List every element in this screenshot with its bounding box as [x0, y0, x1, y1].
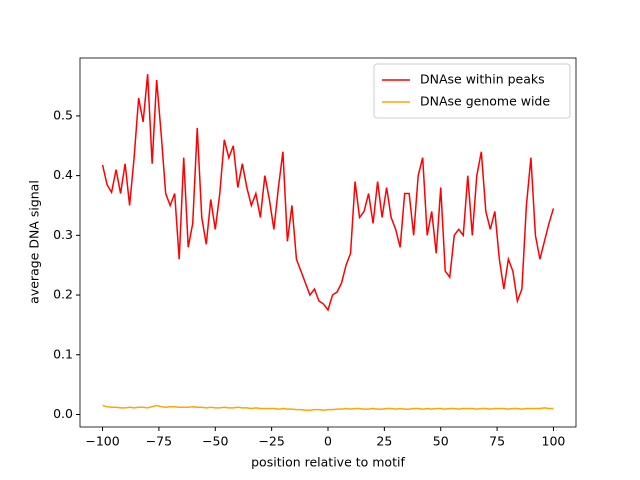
- x-tick-label: −75: [146, 434, 172, 449]
- legend-label: DNAse within peaks: [420, 72, 545, 87]
- y-tick-label: 0.0: [53, 406, 73, 421]
- x-tick-label: −100: [85, 434, 119, 449]
- x-tick-label: −50: [202, 434, 228, 449]
- x-tick-label: −25: [258, 434, 284, 449]
- x-axis-label: position relative to motif: [251, 455, 405, 470]
- y-tick-label: 0.3: [53, 227, 73, 242]
- y-tick-label: 0.4: [53, 167, 73, 182]
- data-line: [101, 74, 555, 312]
- x-tick-label: 0: [324, 434, 332, 449]
- x-tick-label: 25: [376, 434, 392, 449]
- plot-frame: [79, 57, 577, 428]
- y-axis-label: average DNA signal: [27, 180, 42, 304]
- x-tick-label: 75: [489, 434, 505, 449]
- y-tick-label: 0.5: [53, 107, 73, 122]
- y-tick-label: 0.2: [53, 287, 73, 302]
- x-tick-label: 50: [433, 434, 449, 449]
- y-tick-label: 0.1: [53, 346, 73, 361]
- data-line: [102, 404, 554, 412]
- x-tick-label: 100: [542, 434, 566, 449]
- legend-label: DNAse genome wide: [420, 94, 550, 109]
- legend-box: [373, 63, 571, 119]
